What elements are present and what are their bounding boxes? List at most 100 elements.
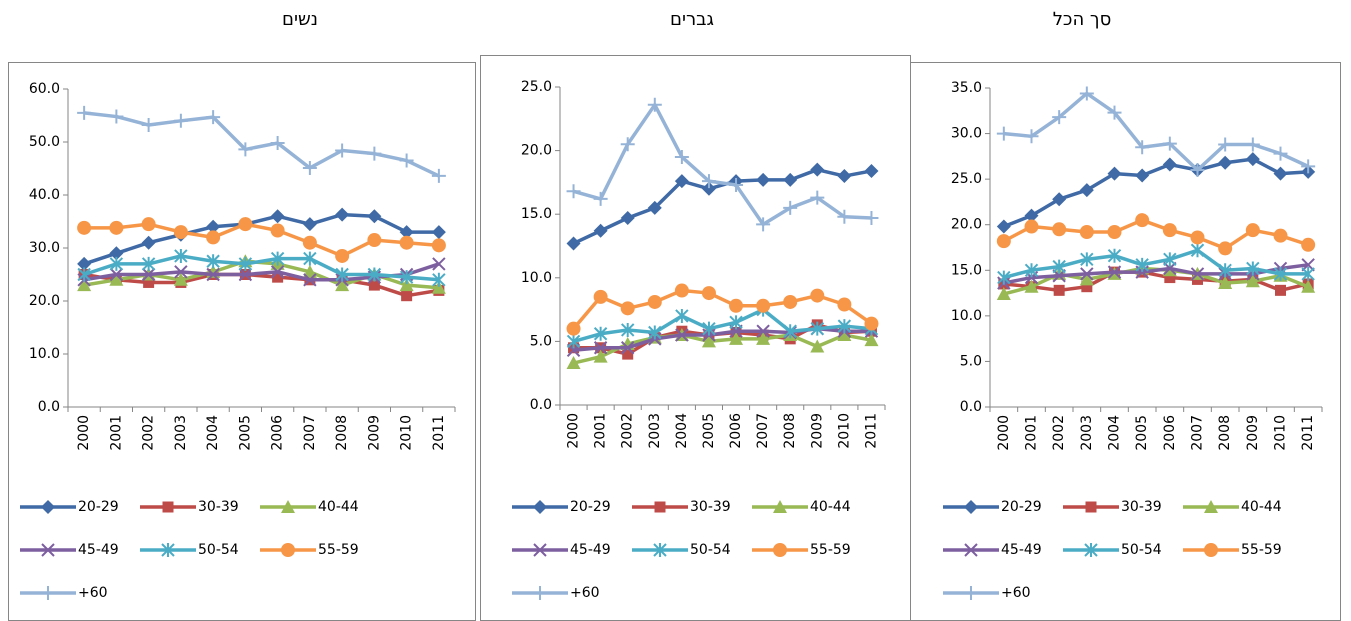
marker	[647, 294, 662, 309]
marker	[270, 223, 285, 238]
marker	[810, 190, 825, 205]
marker	[701, 181, 716, 196]
y-tick-label: 20.0	[951, 217, 982, 233]
x-tick-label: 2011	[1300, 415, 1316, 451]
y-tick-label: 15.0	[521, 206, 552, 222]
marker	[77, 105, 92, 120]
x-tick-label: 2010	[399, 415, 415, 451]
marker	[206, 230, 221, 245]
marker	[620, 211, 635, 226]
marker	[566, 356, 581, 370]
marker	[141, 118, 156, 133]
marker	[1079, 86, 1094, 101]
marker	[621, 322, 635, 337]
marker	[270, 251, 285, 266]
marker	[1218, 276, 1233, 290]
marker	[1245, 152, 1260, 167]
legend-label: 40-44	[318, 499, 359, 515]
x-tick-label: 2007	[302, 415, 318, 451]
marker	[810, 288, 825, 303]
marker	[399, 225, 414, 240]
x-tick-label: 2003	[1079, 415, 1095, 451]
marker	[141, 217, 156, 232]
legend-label: 55-59	[810, 542, 851, 558]
marker	[1024, 263, 1039, 278]
y-tick-label: 5.0	[530, 333, 552, 349]
legend-label: 45-49	[570, 542, 611, 558]
marker	[399, 278, 414, 292]
marker	[238, 217, 253, 232]
marker	[1204, 543, 1218, 557]
marker	[566, 334, 581, 349]
series-line	[1003, 248, 1309, 280]
marker	[647, 97, 662, 112]
marker	[238, 267, 253, 282]
x-tick-label: 2005	[237, 415, 253, 451]
marker	[773, 500, 787, 513]
legend-label: 30-39	[690, 499, 731, 515]
marker	[783, 200, 798, 215]
x-tick-label: 2011	[863, 413, 879, 449]
chart-title: סך הכל	[1053, 9, 1112, 30]
legend-label: 20-29	[570, 499, 611, 515]
y-tick-label: 50.0	[29, 134, 60, 150]
marker	[810, 162, 825, 177]
marker	[41, 500, 55, 514]
series-line	[83, 254, 440, 282]
marker	[1052, 192, 1067, 207]
legend-label: 30-39	[198, 499, 239, 515]
marker	[1301, 159, 1316, 174]
legend-label: 55-59	[1241, 542, 1282, 558]
marker	[270, 265, 285, 279]
marker	[1135, 257, 1149, 272]
marker	[1107, 265, 1122, 279]
marker	[77, 220, 92, 235]
x-tick-label: 2004	[205, 415, 221, 451]
marker	[109, 109, 124, 124]
marker	[302, 160, 317, 175]
marker	[810, 321, 824, 336]
marker	[1084, 543, 1098, 557]
marker	[996, 126, 1011, 141]
marker	[1135, 168, 1150, 183]
marker	[1052, 259, 1066, 274]
marker	[864, 163, 879, 178]
legend-label: +60	[78, 585, 108, 601]
x-tick-label: 2003	[647, 413, 663, 449]
marker	[141, 256, 156, 271]
marker	[302, 217, 317, 232]
marker	[1218, 263, 1232, 278]
marker	[303, 273, 317, 287]
marker	[1024, 219, 1039, 234]
series-line	[1003, 91, 1309, 172]
marker	[272, 271, 284, 283]
marker	[368, 279, 380, 291]
marker	[206, 267, 220, 282]
marker	[399, 153, 414, 168]
series-line	[573, 103, 872, 227]
marker	[1107, 105, 1122, 120]
x-tick-label: 2009	[366, 415, 382, 451]
y-tick-label: 30.0	[951, 126, 982, 142]
marker	[238, 142, 253, 157]
marker	[964, 586, 978, 600]
x-tick-label: 2008	[334, 415, 350, 451]
y-tick-label: 25.0	[951, 171, 982, 187]
marker	[593, 341, 608, 355]
marker	[1245, 137, 1260, 152]
marker	[270, 136, 285, 151]
marker	[1162, 223, 1177, 238]
marker	[109, 246, 124, 261]
marker	[173, 272, 188, 286]
marker	[1162, 157, 1177, 172]
marker	[77, 256, 92, 271]
marker	[281, 500, 295, 513]
y-tick-label: 30.0	[29, 240, 60, 256]
marker	[533, 500, 547, 514]
marker	[837, 297, 852, 312]
marker	[654, 501, 666, 513]
marker	[41, 586, 55, 600]
marker	[810, 339, 825, 353]
marker	[1135, 213, 1150, 228]
